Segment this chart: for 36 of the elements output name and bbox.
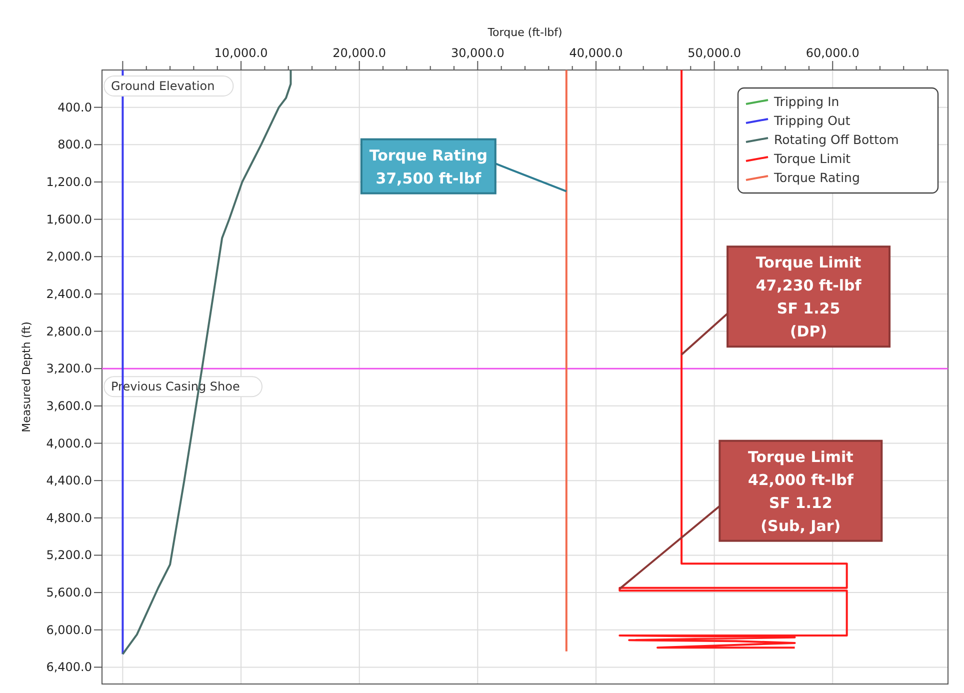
x-axis-title: Torque (ft-lbf) [486, 26, 562, 39]
x-tick-label: 40,000.0 [569, 46, 623, 60]
y-tick-label: 400.0 [58, 100, 92, 114]
y-tick-label: 2,800.0 [46, 324, 92, 338]
callout: Torque Limit 47,230 ft-lbf SF 1.25 (DP) [680, 246, 891, 356]
legend-label: Tripping Out [773, 113, 850, 128]
callout: Torque Limit 42,000 ft-lbf SF 1.12 (Sub, Jar) [619, 440, 883, 590]
x-tick-label: 30,000.0 [450, 46, 504, 60]
annotation: Torque Limit 42,000 ft-lbf SF 1.12 (Sub, Jar) [748, 448, 854, 535]
y-axis-title: Measured Depth (ft) [20, 322, 33, 432]
y-tick-label: 2,400.0 [46, 286, 92, 301]
legend-label: Torque Limit [773, 151, 851, 166]
y-tick-label: 4,400.0 [46, 474, 92, 488]
y-tick-label: 3,600.0 [46, 398, 92, 413]
legend-label: Rotating Off Bottom [774, 132, 899, 147]
y-tick-label: 6,000.0 [46, 622, 92, 637]
annotation: Torque Limit 47,230 ft-lbf SF 1.25 (DP) [756, 254, 862, 341]
legend-label: Tripping In [773, 94, 840, 109]
legend-label: Torque Rating [773, 170, 860, 185]
y-tick-label: 800.0 [58, 138, 92, 152]
y-tick-label: 2,000.0 [46, 250, 92, 264]
x-tick-label: 50,000.0 [688, 46, 742, 60]
y-tick-label: 5,200.0 [46, 548, 92, 562]
y-tick-label: 1,600.0 [46, 212, 92, 226]
x-tick-label: 10,000.0 [214, 46, 268, 60]
y-tick-label: 5,600.0 [46, 586, 92, 600]
x-tick-label: 60,000.0 [806, 46, 860, 60]
annotation: Ground Elevation [111, 79, 215, 93]
callout: Torque Rating 37,500 ft-lbf [360, 138, 567, 194]
y-tick-label: 1,200.0 [46, 174, 92, 189]
x-tick-label: 20,000.0 [332, 46, 386, 60]
y-tick-label: 4,000.0 [46, 436, 92, 450]
y-tick-label: 6,400.0 [46, 660, 92, 674]
y-tick-label: 4,800.0 [46, 510, 92, 525]
annotation: Torque Rating 37,500 ft-lbf [369, 146, 488, 188]
y-tick-label: 3,200.0 [46, 362, 92, 376]
